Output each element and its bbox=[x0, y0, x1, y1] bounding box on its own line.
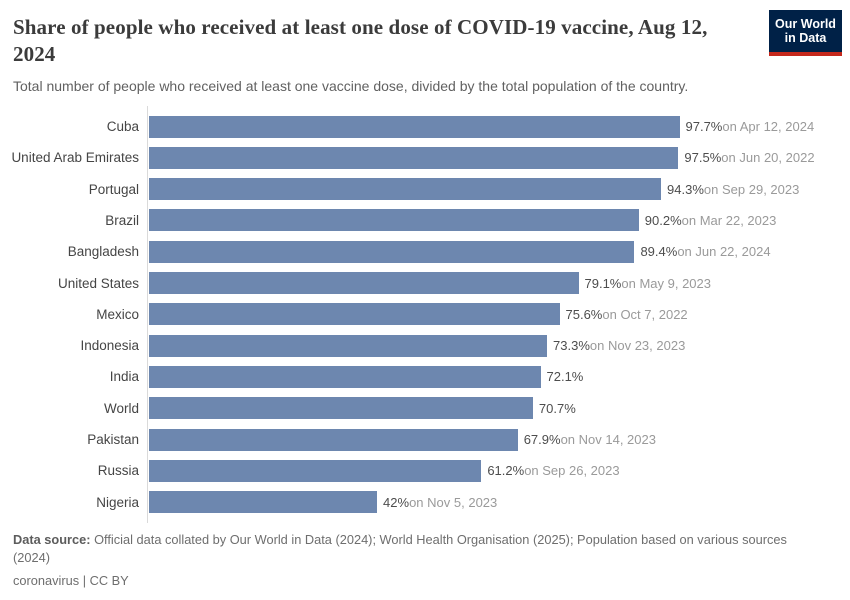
entity-label[interactable]: Pakistan bbox=[87, 432, 139, 448]
chart-footer: Data source: Official data collated by O… bbox=[13, 531, 813, 588]
bar[interactable] bbox=[149, 397, 533, 420]
entity-label[interactable]: Bangladesh bbox=[67, 244, 139, 260]
value-label: 90.2% bbox=[644, 212, 682, 228]
bar-row[interactable]: 90.2% on Mar 22, 2023 bbox=[148, 205, 850, 236]
entity-label[interactable]: United States bbox=[57, 275, 139, 291]
entity-label[interactable]: Cuba bbox=[106, 119, 139, 135]
entity-label[interactable]: United Arab Emirates bbox=[11, 150, 139, 166]
bar-row[interactable]: 72.1% bbox=[148, 361, 850, 392]
value-label: 42% bbox=[383, 494, 410, 510]
date-label: on Jun 22, 2024 bbox=[677, 244, 771, 260]
data-source-line: Data source: Official data collated by O… bbox=[13, 531, 805, 568]
date-label: on Sep 26, 2023 bbox=[524, 463, 620, 479]
date-label: on May 9, 2023 bbox=[621, 275, 711, 291]
bar-row[interactable]: 67.9% on Nov 14, 2023 bbox=[148, 424, 850, 455]
owid-logo-line2: in Data bbox=[784, 31, 827, 46]
owid-logo-line1: Our World bbox=[775, 17, 836, 31]
entity-label[interactable]: Brazil bbox=[105, 212, 139, 228]
bar[interactable] bbox=[149, 303, 560, 326]
license-line[interactable]: coronavirus | CC BY bbox=[13, 573, 129, 588]
entity-label[interactable]: Portugal bbox=[88, 181, 139, 197]
bar-row[interactable]: 94.3% on Sep 29, 2023 bbox=[148, 174, 850, 205]
entity-label[interactable]: Russia bbox=[97, 463, 139, 479]
value-label: 67.9% bbox=[523, 432, 561, 448]
value-label: 73.3% bbox=[553, 338, 590, 354]
date-label: on Nov 5, 2023 bbox=[409, 494, 498, 510]
bars-column: 97.7% on Apr 12, 2024 97.5% on Jun 20, 2022… bbox=[147, 105, 850, 523]
bar[interactable] bbox=[149, 491, 378, 514]
value-label: 79.1% bbox=[584, 275, 622, 291]
value-label: 97.7% bbox=[685, 119, 723, 135]
entity-label[interactable]: Nigeria bbox=[96, 494, 139, 510]
entity-label[interactable]: Indonesia bbox=[80, 338, 139, 354]
chart-title: Share of people who received at least on… bbox=[13, 15, 708, 66]
bar[interactable] bbox=[149, 334, 548, 357]
bar-row[interactable]: 73.3% on Nov 23, 2023 bbox=[148, 330, 850, 361]
date-label: on Jun 20, 2022 bbox=[721, 150, 815, 166]
entity-labels-column: Cuba United Arab Emirates Portugal Brazil Ba… bbox=[0, 106, 147, 523]
bar[interactable] bbox=[149, 272, 579, 295]
data-source-label: Data source: bbox=[13, 531, 91, 547]
bar-chart: Cuba United Arab Emirates Portugal Brazil Ba… bbox=[0, 105, 850, 523]
owid-logo[interactable]: Our World in Data bbox=[769, 10, 842, 56]
bar-row[interactable]: 89.4% on Jun 22, 2024 bbox=[148, 236, 850, 267]
date-label: on Apr 12, 2024 bbox=[722, 119, 815, 135]
bar[interactable] bbox=[149, 459, 482, 482]
bar[interactable] bbox=[149, 428, 518, 451]
bar-row[interactable]: 97.5% on Jun 20, 2022 bbox=[148, 142, 850, 173]
value-label: 70.7% bbox=[538, 400, 576, 416]
bar-row[interactable]: 75.6% on Oct 7, 2022 bbox=[148, 299, 850, 330]
bar-row[interactable]: 97.7% on Apr 12, 2024 bbox=[148, 111, 850, 142]
bar[interactable] bbox=[149, 146, 679, 169]
date-label: on Oct 7, 2022 bbox=[602, 306, 688, 322]
bar-row[interactable]: 79.1% on May 9, 2023 bbox=[148, 267, 850, 298]
entity-label[interactable]: India bbox=[109, 369, 139, 385]
bar[interactable] bbox=[149, 365, 541, 388]
date-label: on Nov 14, 2023 bbox=[560, 432, 656, 448]
bar[interactable] bbox=[149, 240, 635, 263]
entity-label[interactable]: World bbox=[103, 400, 139, 416]
bar[interactable] bbox=[149, 178, 662, 201]
value-label: 94.3% bbox=[667, 181, 704, 197]
chart-header: Share of people who received at least on… bbox=[0, 0, 850, 95]
date-label: on Mar 22, 2023 bbox=[681, 212, 777, 228]
data-source-text: Official data collated by Our World in D… bbox=[13, 531, 787, 566]
entity-label[interactable]: Mexico bbox=[96, 306, 139, 322]
value-label: 75.6% bbox=[565, 306, 603, 322]
chart-subtitle: Total number of people who received at l… bbox=[13, 77, 689, 94]
date-label: on Nov 23, 2023 bbox=[589, 338, 686, 354]
bar-row[interactable]: 61.2% on Sep 26, 2023 bbox=[148, 455, 850, 486]
bar[interactable] bbox=[149, 115, 680, 138]
value-label: 97.5% bbox=[684, 150, 722, 166]
bar-row[interactable]: 70.7% bbox=[148, 393, 850, 424]
bar-row[interactable]: 42% on Nov 5, 2023 bbox=[148, 487, 850, 518]
value-label: 89.4% bbox=[640, 244, 678, 260]
value-label: 72.1% bbox=[546, 369, 584, 385]
value-label: 61.2% bbox=[487, 463, 525, 479]
date-label: on Sep 29, 2023 bbox=[703, 181, 800, 197]
bar[interactable] bbox=[149, 209, 639, 232]
